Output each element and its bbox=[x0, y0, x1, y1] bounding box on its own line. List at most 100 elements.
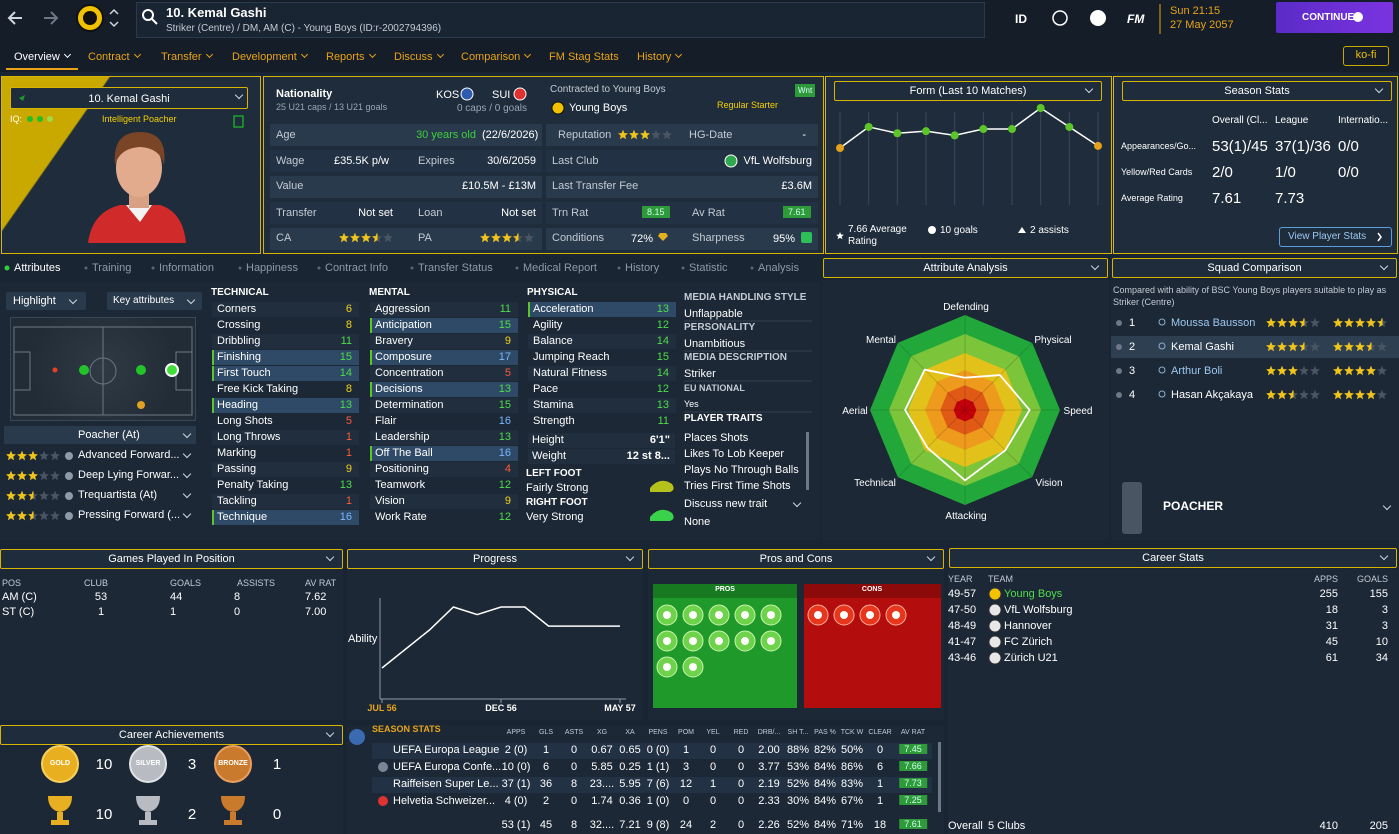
field-label: HG-Date bbox=[689, 129, 733, 141]
name-bar bbox=[10, 87, 248, 109]
cell: 43-46 bbox=[948, 652, 977, 664]
cell: 84% bbox=[813, 795, 837, 807]
cell: 0 bbox=[709, 744, 717, 756]
cell: 1 bbox=[97, 606, 105, 618]
button-label[interactable]: View Player Stats bbox=[1288, 231, 1367, 242]
attribute-name: Bravery bbox=[375, 335, 413, 347]
nav-item[interactable]: History bbox=[637, 51, 681, 63]
nav-item[interactable]: FM Stag Stats bbox=[549, 51, 619, 63]
attribute-value: 12 bbox=[656, 319, 669, 331]
panel-title: Games Played In Position bbox=[108, 553, 235, 565]
tab[interactable]: Analysis bbox=[758, 262, 799, 274]
table-title[interactable]: SEASON STATS bbox=[372, 724, 441, 734]
field-value: 95% bbox=[772, 233, 795, 245]
medal-label: GOLD bbox=[49, 760, 71, 767]
rating-badge: 8.15 bbox=[642, 206, 670, 218]
attribute-row bbox=[212, 494, 359, 509]
cell: 1 bbox=[542, 744, 550, 756]
column-header: ASSISTS bbox=[237, 578, 276, 588]
nav-item[interactable]: Discuss bbox=[394, 51, 443, 63]
nav-item[interactable]: Overview bbox=[14, 51, 70, 63]
cell: VfL Wolfsburg bbox=[1004, 604, 1073, 616]
column-header: AV RAT bbox=[900, 729, 926, 736]
axis-label: Vision bbox=[1035, 478, 1063, 489]
circle bbox=[750, 266, 754, 270]
attribute-row bbox=[370, 302, 518, 317]
role-name: Pressing Forward (... bbox=[78, 509, 181, 521]
cell: 0 bbox=[682, 795, 690, 807]
tab[interactable]: Medical Report bbox=[523, 262, 597, 274]
group-title: MENTAL bbox=[369, 287, 410, 298]
tab[interactable]: Training bbox=[92, 262, 132, 274]
cell: 0.65 bbox=[619, 744, 641, 756]
cell: 6 bbox=[876, 761, 884, 773]
nav-item[interactable]: Contract bbox=[88, 51, 140, 63]
dropdown-label[interactable]: Highlight bbox=[13, 295, 56, 307]
player-name[interactable]: Arthur Boli bbox=[1171, 365, 1223, 377]
tab[interactable]: Information bbox=[159, 262, 215, 274]
tab[interactable]: Transfer Status bbox=[418, 262, 493, 274]
continue-label[interactable]: CONTINUE bbox=[1302, 12, 1355, 23]
trait-dropdown[interactable]: Discuss new trait bbox=[684, 498, 768, 510]
trait: Tries First Time Shots bbox=[684, 480, 791, 492]
caps: 0 caps / 0 goals bbox=[456, 103, 527, 114]
attribute-value: 9 bbox=[504, 335, 511, 347]
attribute-name: Technique bbox=[217, 511, 268, 523]
cell: 18 bbox=[1325, 604, 1338, 616]
nav-item[interactable]: Transfer bbox=[161, 51, 212, 63]
media-title: PERSONALITY bbox=[684, 322, 756, 333]
total-cell: 9 (8) bbox=[646, 819, 670, 831]
caps: 25 U21 caps / 13 U21 goals bbox=[276, 102, 388, 112]
nav-item[interactable]: Reports bbox=[326, 51, 375, 63]
player-name: Kemal Gashi bbox=[1171, 341, 1234, 353]
attribute-name: Jumping Reach bbox=[533, 351, 610, 363]
cell: 1 bbox=[876, 795, 884, 807]
info-row bbox=[270, 202, 542, 224]
cell: 82% bbox=[813, 744, 837, 756]
field-value: 30/6/2059 bbox=[487, 155, 536, 167]
key-dropdown bbox=[107, 292, 202, 310]
panel-title: Form (Last 10 Matches) bbox=[909, 85, 1027, 97]
media-title: MEDIA DESCRIPTION bbox=[684, 352, 787, 363]
attribute-value: 9 bbox=[345, 463, 352, 475]
cell: 1 (0) bbox=[646, 795, 670, 807]
circle bbox=[681, 266, 685, 270]
cell: 0.67 bbox=[591, 744, 613, 756]
player-name[interactable]: Moussa Bausson bbox=[1171, 317, 1256, 329]
tab[interactable]: Contract Info bbox=[325, 262, 388, 274]
player-name[interactable]: Hasan Akçakaya bbox=[1171, 389, 1253, 401]
cell: 8 bbox=[233, 591, 241, 603]
foot-label: RIGHT FOOT bbox=[526, 497, 588, 508]
attribute-name: Balance bbox=[533, 335, 573, 347]
panel-header bbox=[823, 258, 1108, 278]
fm-icon[interactable]: FM bbox=[1127, 12, 1145, 26]
panel-header bbox=[347, 549, 643, 569]
column-header: SH T... bbox=[787, 729, 809, 736]
id-icon[interactable]: ID bbox=[1015, 12, 1027, 26]
dropdown-label[interactable]: Key attributes bbox=[113, 295, 175, 306]
column-header: POS bbox=[2, 578, 22, 588]
tab[interactable]: Attributes bbox=[14, 262, 61, 274]
attribute-value: 17 bbox=[498, 351, 511, 363]
attribute-value: 12 bbox=[498, 479, 511, 491]
attribute-name: Strength bbox=[533, 415, 575, 427]
cell: 47-50 bbox=[948, 604, 977, 616]
axis-label: Attacking bbox=[945, 511, 987, 522]
attribute-value: 12 bbox=[498, 511, 511, 523]
kofi-button bbox=[1343, 46, 1389, 66]
tab[interactable]: Happiness bbox=[246, 262, 298, 274]
attribute-row bbox=[212, 462, 359, 477]
kofi-label[interactable]: ko-fi bbox=[1355, 49, 1377, 61]
panel-header bbox=[834, 81, 1102, 101]
cell: 1 bbox=[876, 778, 884, 790]
nav-item[interactable]: Comparison bbox=[461, 51, 530, 63]
cell: AM (C) bbox=[2, 591, 37, 603]
tab[interactable]: History bbox=[625, 262, 660, 274]
tab[interactable]: Statistic bbox=[689, 262, 728, 274]
cell: 84% bbox=[813, 778, 837, 790]
nav-item[interactable]: Development bbox=[232, 51, 307, 63]
attribute-value: 13 bbox=[339, 399, 352, 411]
cell: 0 bbox=[737, 744, 745, 756]
column-header: POM bbox=[678, 729, 694, 736]
cell: 3 bbox=[1381, 620, 1388, 632]
